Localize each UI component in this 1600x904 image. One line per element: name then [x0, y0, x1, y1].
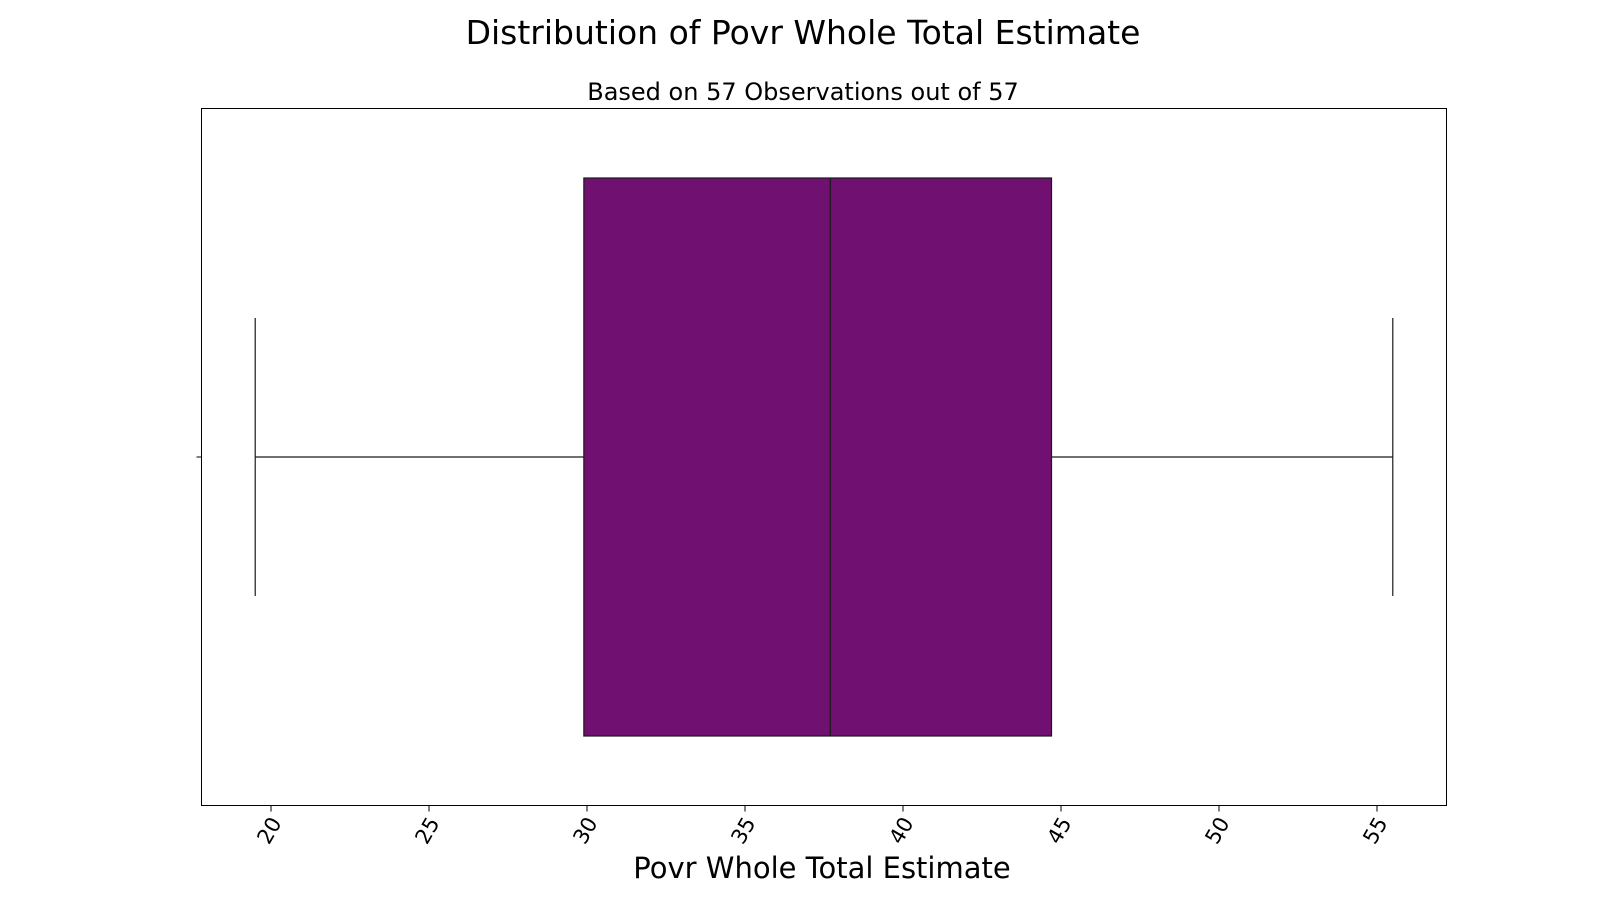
chart-title: Distribution of Povr Whole Total Estimat…: [466, 13, 1141, 52]
x-axis: 20 25 30 35 40 45 50 55: [252, 805, 1393, 848]
x-tick-label: 20: [252, 813, 286, 848]
x-tick-label: 25: [410, 813, 444, 848]
box-plot-elements: [196, 177, 1394, 737]
x-tick-label: 40: [884, 813, 918, 848]
x-tick-label: 55: [1358, 813, 1392, 848]
x-tick-label: 45: [1042, 813, 1076, 848]
chart-subtitle: Based on 57 Observations out of 57: [587, 78, 1019, 106]
x-axis-label: Povr Whole Total Estimate: [633, 851, 1010, 885]
x-tick-label: 50: [1200, 813, 1234, 848]
x-tick-label: 35: [726, 813, 760, 848]
x-tick-label: 30: [568, 813, 602, 848]
interquartile-box: [583, 177, 1053, 737]
